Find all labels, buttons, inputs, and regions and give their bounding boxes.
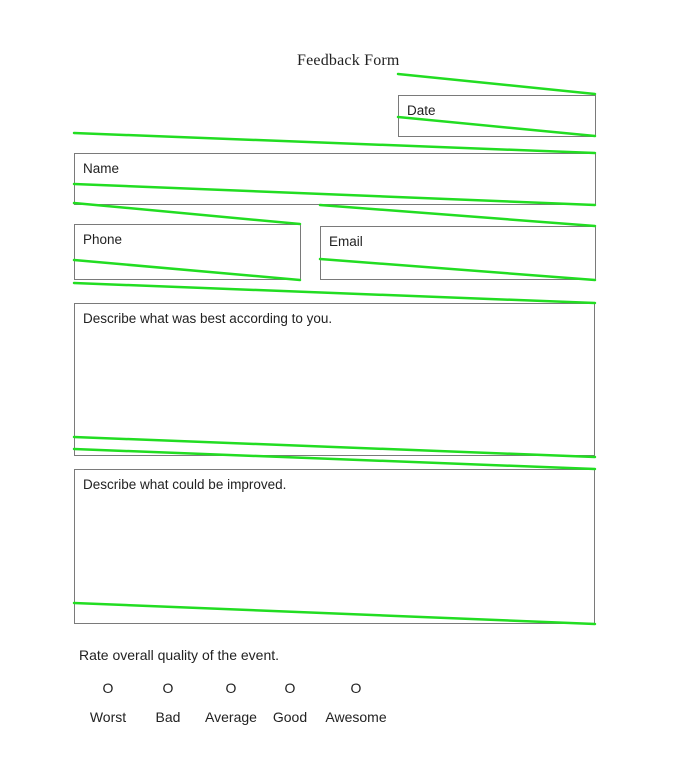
phone-field[interactable]: Phone [74,224,301,280]
annotation-line [72,281,597,305]
radio-average[interactable]: O [225,680,237,696]
rating-option-average[interactable]: O Average [196,679,266,725]
rating-option-worst[interactable]: O Worst [73,679,143,725]
rating-label-bad: Bad [155,709,181,725]
radio-worst[interactable]: O [102,680,114,696]
improve-label: Describe what could be improved. [83,477,287,492]
email-field[interactable]: Email [320,226,596,280]
annotation-line [318,203,597,228]
date-field[interactable]: Date [398,95,596,137]
rating-option-awesome[interactable]: O Awesome [321,679,391,725]
best-label: Describe what was best according to you. [83,311,333,326]
rating-option-good[interactable]: O Good [255,679,325,725]
rating-label-average: Average [205,709,257,725]
annotation-line [72,201,302,226]
email-label: Email [329,234,363,249]
radio-awesome[interactable]: O [350,680,362,696]
best-textarea[interactable]: Describe what was best according to you. [74,303,595,456]
rating-label-worst: Worst [89,709,127,725]
form-title: Feedback Form [297,52,400,69]
name-field[interactable]: Name [74,153,596,205]
radio-bad[interactable]: O [162,680,174,696]
phone-label: Phone [83,232,123,247]
rating-option-bad[interactable]: O Bad [133,679,203,725]
rating-question: Rate overall quality of the event. [79,647,280,663]
name-label: Name [83,161,120,176]
annotation-line [396,72,597,96]
rating-label-good: Good [272,709,308,725]
improve-textarea[interactable]: Describe what could be improved. [74,469,595,624]
radio-good[interactable]: O [284,680,296,696]
date-label: Date [407,103,436,118]
rating-label-awesome: Awesome [325,709,387,725]
